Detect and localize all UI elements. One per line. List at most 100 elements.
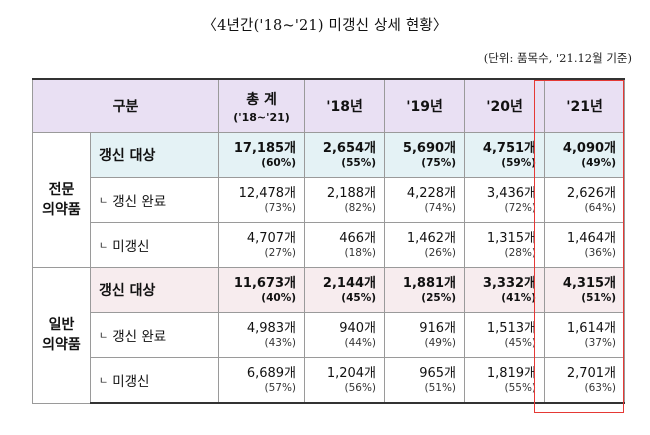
group-label-line2: 의약품 (42, 337, 81, 354)
count-value: 4,983개 (246, 320, 297, 336)
percent-value: (45%) (341, 291, 377, 304)
value-cell: 17,185개 (60%) (218, 132, 306, 178)
count-value: 1,315개 (486, 230, 537, 246)
header-2021: '21년 (544, 78, 626, 133)
unit-note: (단위: 품목수, '21.12월 기준) (483, 51, 632, 65)
count-value: 940개 (339, 320, 377, 336)
row-label-text: 갱신 완료 (112, 194, 167, 210)
percent-value: (36%) (584, 246, 617, 259)
percent-value: (82%) (344, 201, 377, 214)
percent-value: (75%) (421, 156, 457, 169)
percent-value: (56%) (344, 381, 377, 394)
row-label: ㄴ 갱신 완료 (89, 177, 220, 223)
value-cell: 2,188개 (82%) (304, 177, 386, 223)
group-label: 전문 의약품 (32, 132, 91, 268)
row-label-text: 갱신 대상 (99, 283, 156, 299)
percent-value: (57%) (264, 381, 297, 394)
count-value: 5,690개 (402, 140, 457, 156)
percent-value: (49%) (581, 156, 617, 169)
row-label: ㄴ 미갱신 (89, 357, 220, 404)
group-label-line1: 일반 (48, 317, 75, 334)
header-total-sub: ('18~'21) (233, 110, 290, 124)
row-label: 갱신 대상 (89, 267, 220, 313)
percent-value: (55%) (341, 156, 377, 169)
percent-value: (63%) (584, 381, 617, 394)
percent-value: (37%) (584, 336, 617, 349)
count-value: 4,090개 (562, 140, 617, 156)
value-cell: 4,315개 (51%) (544, 267, 626, 313)
row-label-text: 미갱신 (112, 239, 150, 255)
value-cell: 4,228개 (74%) (384, 177, 466, 223)
percent-value: (55%) (504, 381, 537, 394)
count-value: 17,185개 (233, 140, 297, 156)
percent-value: (45%) (504, 336, 537, 349)
percent-value: (64%) (584, 201, 617, 214)
value-cell: 4,751개 (59%) (464, 132, 546, 178)
value-cell: 1,462개 (26%) (384, 222, 466, 268)
value-cell: 965개 (51%) (384, 357, 466, 404)
table-row: 일반 의약품 갱신 대상 11,673개 (40%) 2,144개 (45%) 1,881개(… (32, 267, 626, 404)
table-row: ㄴ 갱신 완료 12,478개 (73%) 2,188개 (82%) 4,228개 (74%)… (33, 177, 626, 223)
percent-value: (74%) (424, 201, 457, 214)
count-value: 6,689개 (246, 365, 297, 381)
value-cell: 2,144개 (45%) (304, 267, 386, 313)
count-value: 4,315개 (562, 275, 617, 291)
value-cell: 1,315개 (28%) (464, 222, 546, 268)
value-cell: 1,614개 (37%) (544, 312, 626, 358)
sub-item-mark: ㄴ (99, 196, 109, 207)
count-value: 916개 (419, 320, 457, 336)
percent-value: (18%) (344, 246, 377, 259)
value-cell: 916개 (49%) (384, 312, 466, 358)
value-cell: 11,673개 (40%) (218, 267, 306, 313)
header-2020: '20년 (464, 78, 546, 133)
value-cell: 4,090개 (49%) (544, 132, 626, 178)
value-cell: 2,626개 (64%) (544, 177, 626, 223)
percent-value: (44%) (344, 336, 377, 349)
count-value: 4,707개 (246, 230, 297, 246)
percent-value: (28%) (504, 246, 537, 259)
row-label: ㄴ 미갱신 (89, 222, 220, 268)
sub-item-mark: ㄴ (99, 331, 109, 342)
count-value: 2,144개 (322, 275, 377, 291)
header-total: 총 계 ('18~'21) (218, 78, 306, 133)
count-value: 3,332개 (482, 275, 537, 291)
table-row: ㄴ 미갱신 6,689개 (57%) 1,204개 (56%) 965개 (51%) 1,819… (33, 357, 626, 404)
percent-value: (43%) (264, 336, 297, 349)
group-label-line2: 의약품 (42, 202, 81, 218)
sub-item-mark: ㄴ (99, 241, 109, 252)
count-value: 1,881개 (402, 275, 457, 291)
header-category: 구분 (31, 78, 220, 133)
sub-item-mark: ㄴ (99, 376, 109, 387)
value-cell: 3,436개 (72%) (464, 177, 546, 223)
percent-value: (72%) (504, 201, 537, 214)
value-cell: 940개 (44%) (304, 312, 386, 358)
page-title: 〈4년간('18~'21) 미갱신 상세 현황〉 (202, 18, 448, 34)
value-cell: 4,707개 (27%) (218, 222, 306, 268)
percent-value: (60%) (261, 156, 297, 169)
header-2018: '18년 (304, 78, 386, 133)
value-cell: 466개 (18%) (304, 222, 386, 268)
percent-value: (73%) (264, 201, 297, 214)
count-value: 1,464개 (566, 230, 617, 246)
value-cell: 1,819개 (55%) (464, 357, 546, 404)
count-value: 2,701개 (566, 365, 617, 381)
count-value: 2,188개 (326, 185, 377, 201)
row-label: ㄴ 갱신 완료 (89, 312, 220, 358)
percent-value: (41%) (501, 291, 537, 304)
count-value: 2,626개 (566, 185, 617, 201)
count-value: 1,462개 (406, 230, 457, 246)
count-value: 1,614개 (566, 320, 617, 336)
count-value: 2,654개 (322, 140, 377, 156)
percent-value: (51%) (581, 291, 617, 304)
value-cell: 2,701개 (63%) (544, 357, 626, 404)
value-cell: 1,204개 (56%) (304, 357, 386, 404)
percent-value: (27%) (264, 246, 297, 259)
count-value: 11,673개 (233, 275, 297, 291)
count-value: 965개 (419, 365, 457, 381)
table-row: 전문 의약품 갱신 대상 17,185개 (60%) 2,654개 (55%) 5,690개(… (32, 132, 626, 268)
count-value: 4,751개 (482, 140, 537, 156)
value-cell: 5,690개 (75%) (384, 132, 466, 178)
percent-value: (40%) (261, 291, 297, 304)
header-2019: '19년 (384, 78, 466, 133)
